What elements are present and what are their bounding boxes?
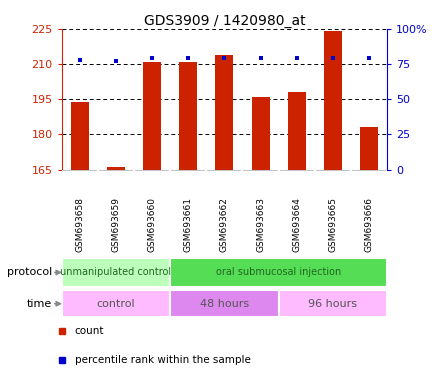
Bar [62,258,170,287]
Bar [71,102,89,170]
Bar [179,62,197,170]
Text: GSM693660: GSM693660 [147,197,157,252]
Text: GSM693661: GSM693661 [184,197,193,252]
Text: percentile rank within the sample: percentile rank within the sample [75,355,251,365]
Text: count: count [75,326,104,336]
Bar [324,31,342,170]
Text: GSM693659: GSM693659 [111,197,121,252]
Text: GSM693663: GSM693663 [256,197,265,252]
Bar [252,97,270,170]
Text: GSM693666: GSM693666 [365,197,374,252]
Bar [143,62,161,170]
Text: control: control [96,299,135,309]
Text: GSM693665: GSM693665 [328,197,337,252]
Bar [170,258,387,287]
Text: protocol: protocol [7,267,52,278]
Text: 48 hours: 48 hours [200,299,249,309]
Text: GSM693658: GSM693658 [75,197,84,252]
Text: unmanipulated control: unmanipulated control [60,267,172,278]
Text: GSM693662: GSM693662 [220,197,229,252]
Bar [215,55,234,170]
Bar [360,127,378,170]
Title: GDS3909 / 1420980_at: GDS3909 / 1420980_at [143,14,305,28]
Bar [279,290,387,317]
Text: GSM693664: GSM693664 [292,197,301,252]
Bar [288,92,306,170]
Text: 96 hours: 96 hours [308,299,357,309]
Text: time: time [26,299,52,309]
Bar [62,290,170,317]
Text: oral submucosal injection: oral submucosal injection [216,267,341,278]
Bar [170,290,279,317]
Bar [107,167,125,170]
